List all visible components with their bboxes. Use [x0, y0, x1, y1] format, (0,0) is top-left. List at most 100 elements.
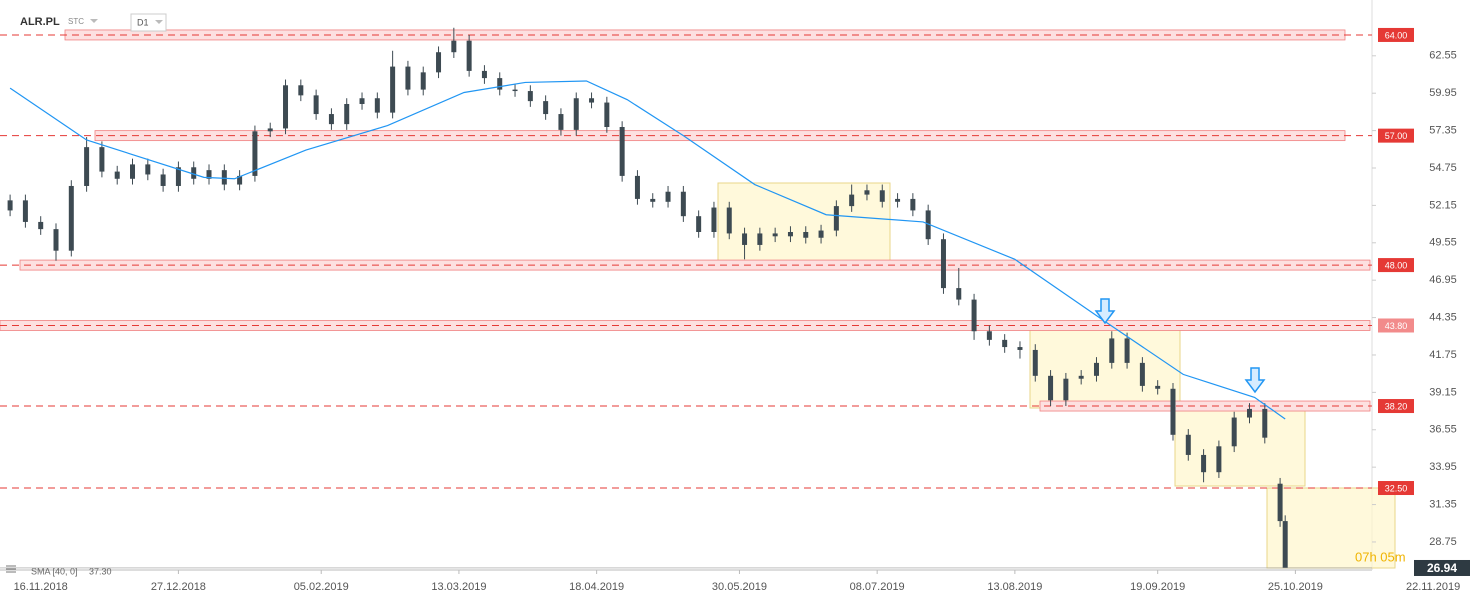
- candle-body: [145, 164, 151, 175]
- candle-body: [1277, 483, 1283, 522]
- candle-body: [38, 221, 44, 230]
- x-tick-label: 08.07.2019: [850, 581, 905, 593]
- y-tick-label: 52.15: [1429, 199, 1457, 211]
- y-tick-label: 28.75: [1429, 536, 1457, 548]
- candle-body: [1017, 347, 1023, 350]
- candle-body: [680, 191, 686, 217]
- y-tick-label: 54.75: [1429, 162, 1457, 174]
- candle-body: [344, 103, 350, 125]
- x-tick-label: 16.11.2018: [14, 581, 68, 593]
- candle-body: [1078, 375, 1084, 379]
- candle-body: [849, 194, 855, 207]
- x-tick-label: 27.12.2018: [151, 581, 206, 593]
- candle-body: [283, 85, 289, 129]
- level-label-box: [1378, 258, 1414, 273]
- candle-body: [696, 216, 702, 232]
- x-tick-label: 25.10.2019: [1268, 581, 1323, 593]
- y-tick-label: 62.55: [1429, 50, 1457, 62]
- last-price-label: 26.94: [1427, 561, 1457, 575]
- candle-body: [267, 128, 273, 132]
- candle-body: [7, 200, 13, 211]
- level-label-box: [1378, 27, 1414, 42]
- candle-body: [1048, 375, 1054, 401]
- candle-body: [1282, 521, 1288, 568]
- candle-body: [374, 98, 380, 113]
- candle-body: [390, 66, 396, 113]
- zone: [1174, 404, 1306, 487]
- x-tick-label: 13.03.2019: [431, 581, 486, 593]
- candle-body: [160, 174, 166, 186]
- candle-body: [313, 95, 319, 115]
- candle-body: [527, 91, 533, 102]
- candle-body: [252, 131, 258, 176]
- candle-body: [1170, 388, 1176, 435]
- indicator-value: 37.30: [89, 566, 112, 576]
- zone: [1029, 327, 1181, 409]
- arrow: [1244, 367, 1266, 394]
- candle-body: [1155, 385, 1161, 389]
- candle-body: [1093, 362, 1099, 376]
- candle-body: [910, 198, 916, 211]
- candle-body: [772, 233, 778, 237]
- level-label-box: [1378, 481, 1414, 496]
- x-tick-label: 18.04.2019: [569, 581, 624, 593]
- candle-body: [359, 98, 365, 104]
- indicator-icon[interactable]: [6, 565, 16, 573]
- zone: [717, 182, 891, 267]
- candle-body: [68, 185, 74, 251]
- candle-body: [420, 72, 426, 90]
- candle-body: [940, 239, 946, 289]
- dropdown-icon[interactable]: [90, 19, 98, 23]
- candle-body: [589, 98, 595, 103]
- marks: [0, 27, 1372, 568]
- candle-body: [451, 40, 457, 53]
- market[interactable]: STC: [68, 17, 84, 26]
- candle-body: [895, 198, 901, 202]
- candle-body: [512, 89, 518, 92]
- candle-body: [206, 170, 212, 179]
- candle-body: [1124, 338, 1130, 363]
- candle-body: [558, 114, 564, 130]
- level-label-box: [1378, 128, 1414, 143]
- candle-body: [1063, 378, 1069, 401]
- candle-body: [925, 210, 931, 240]
- y-tick-label: 39.15: [1429, 386, 1457, 398]
- candle-body: [1216, 446, 1222, 473]
- candle-body: [1262, 408, 1268, 438]
- level-label-box: [1378, 399, 1414, 414]
- symbol: ALR.PL: [20, 16, 60, 28]
- candle-body: [543, 101, 549, 115]
- arrow: [1094, 298, 1116, 325]
- candle-body: [742, 233, 748, 245]
- x-tick-label: 13.08.2019: [987, 581, 1042, 593]
- candle-body: [1201, 454, 1207, 473]
- y-tick-label: 31.35: [1429, 498, 1457, 510]
- y-tick-label: 36.55: [1429, 424, 1457, 436]
- candle-body: [803, 231, 809, 238]
- candle-body: [1139, 362, 1145, 386]
- candle-body: [787, 231, 793, 237]
- x-tick-label: 22.11.2019: [1406, 581, 1460, 593]
- candle-body: [1185, 434, 1191, 455]
- interval[interactable]: D1: [137, 17, 149, 27]
- candle-body: [53, 229, 59, 251]
- level-label-box: [1378, 318, 1414, 333]
- candle-body: [757, 233, 763, 245]
- sma-line: [9, 80, 1286, 420]
- candle-body: [436, 52, 442, 73]
- interval-box[interactable]: [130, 13, 167, 32]
- candle-body: [665, 191, 671, 202]
- candle-body: [986, 331, 992, 340]
- candle-body: [1231, 417, 1237, 447]
- candle-body: [619, 127, 625, 176]
- dropdown-icon[interactable]: [155, 20, 163, 24]
- candle-body: [650, 198, 656, 202]
- candle-body: [634, 175, 640, 199]
- candle-body: [818, 230, 824, 238]
- candle-body: [466, 40, 472, 71]
- y-tick-label: 44.35: [1429, 311, 1457, 323]
- candle-body: [175, 167, 181, 186]
- x-tick-label: 19.09.2019: [1130, 581, 1185, 593]
